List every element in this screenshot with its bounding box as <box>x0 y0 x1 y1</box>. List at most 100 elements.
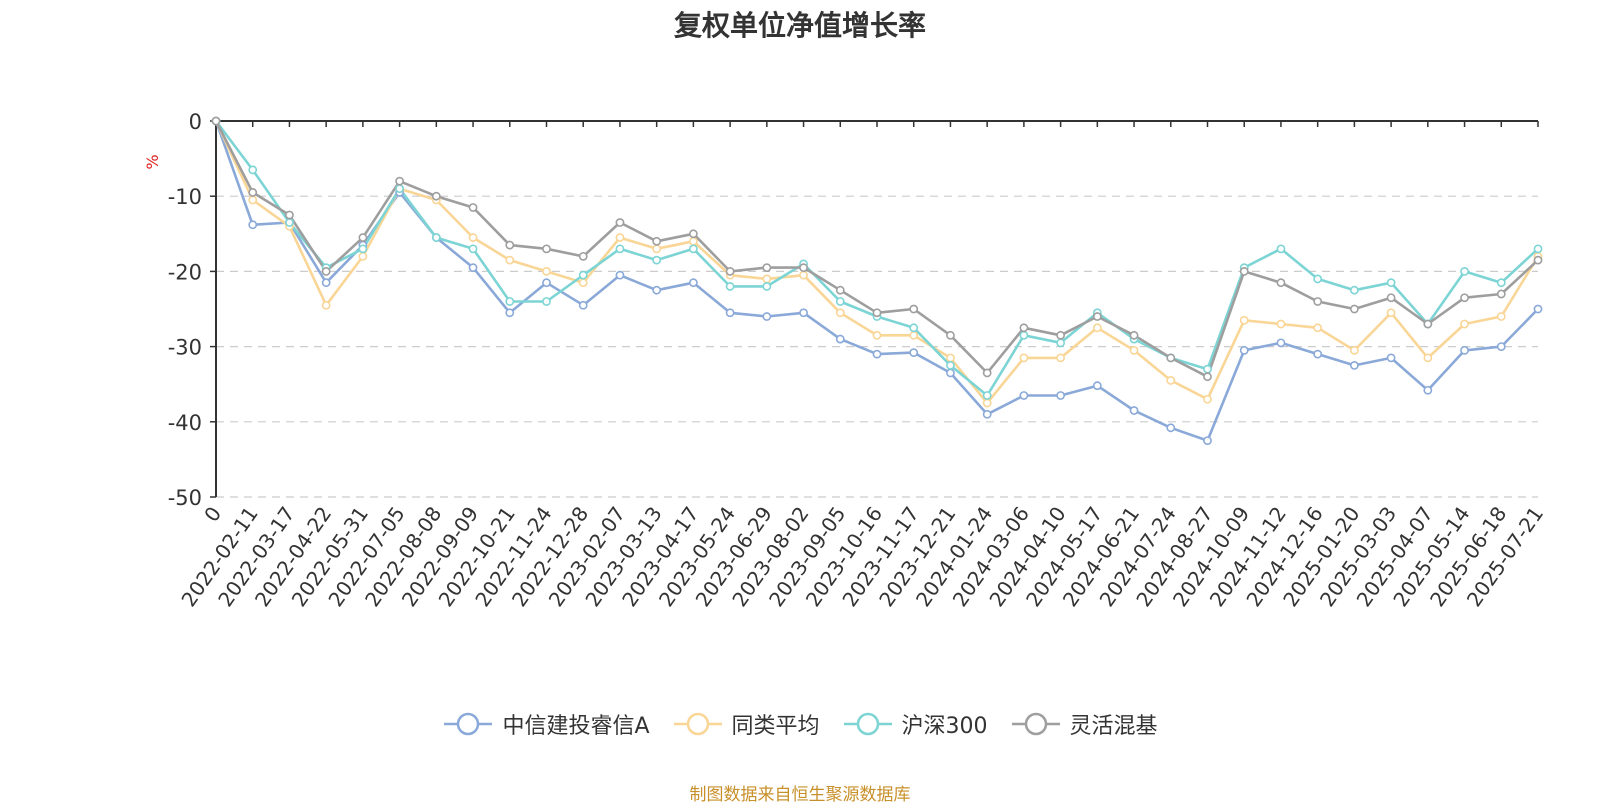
legend-item-3[interactable]: 灵活混基 <box>1010 708 1158 740</box>
legend-item-2[interactable]: 沪深300 <box>842 708 988 740</box>
data-point <box>1019 330 1029 340</box>
data-point <box>1313 274 1323 284</box>
data-point <box>1203 364 1212 374</box>
data-point <box>762 282 772 291</box>
legend-item-0[interactable]: 中信建投睿信A <box>442 708 650 740</box>
data-point <box>1239 266 1249 276</box>
data-point <box>1239 345 1249 355</box>
data-point <box>835 285 845 295</box>
data-point <box>1166 353 1176 363</box>
data-point <box>1056 330 1066 340</box>
data-point <box>505 297 515 306</box>
data-point <box>762 312 772 321</box>
data-point <box>872 308 882 318</box>
data-point <box>1349 304 1359 314</box>
data-point <box>872 330 882 340</box>
data-point <box>505 255 515 265</box>
data-point <box>909 304 919 314</box>
legend-label: 灵活混基 <box>1069 714 1158 739</box>
legend-circle <box>457 712 480 736</box>
data-point <box>688 229 698 239</box>
data-point <box>542 266 551 276</box>
data-point <box>1092 381 1102 391</box>
data-point <box>1313 323 1323 333</box>
data-point <box>1276 338 1286 348</box>
data-point <box>652 244 662 254</box>
source-note: 制图数据来自恒生聚源数据库 <box>689 785 911 805</box>
data-point <box>615 270 625 280</box>
y-tick-label: 0 <box>189 110 202 134</box>
data-point <box>762 263 772 273</box>
series-line-0 <box>214 120 1539 442</box>
line-chart: 0-10-20-30-40-50%02022-02-112022-03-1720… <box>143 110 1548 611</box>
data-point <box>248 188 258 197</box>
legend-item-1[interactable]: 同类平均 <box>672 708 820 740</box>
legend-label: 同类平均 <box>731 714 820 739</box>
data-point <box>909 348 919 358</box>
y-tick-label: -10 <box>168 185 202 209</box>
y-tick-label: -40 <box>168 411 202 435</box>
data-point <box>1386 308 1396 318</box>
data-point <box>505 240 515 250</box>
data-point <box>542 278 551 288</box>
data-point <box>1056 338 1066 348</box>
data-point <box>1092 312 1102 321</box>
data-point <box>1349 360 1359 370</box>
data-point <box>1386 278 1396 288</box>
data-point <box>652 236 662 246</box>
data-point <box>1056 353 1066 363</box>
data-point <box>578 270 588 280</box>
data-point <box>1313 297 1323 306</box>
data-point <box>505 308 515 318</box>
data-point <box>946 330 955 340</box>
data-point <box>468 203 478 212</box>
data-point <box>799 263 808 273</box>
legend-label: 中信建投睿信A <box>502 714 650 739</box>
data-point <box>431 191 441 201</box>
data-point <box>762 274 772 284</box>
data-point <box>1203 372 1212 382</box>
data-point <box>542 244 551 254</box>
legend-circle <box>1024 712 1047 736</box>
data-point <box>1276 319 1286 329</box>
data-point <box>248 195 258 205</box>
data-point <box>1129 345 1139 355</box>
data-point <box>688 236 698 246</box>
data-point <box>1533 304 1543 314</box>
legend-marker-icon <box>843 712 892 736</box>
data-point <box>1019 353 1029 363</box>
data-point <box>358 244 368 254</box>
data-point <box>395 176 405 186</box>
data-point <box>468 233 478 242</box>
data-point <box>211 116 221 126</box>
data-point <box>1349 345 1359 355</box>
data-point <box>1533 255 1543 265</box>
data-point <box>652 285 662 295</box>
data-point <box>725 266 735 276</box>
legend-label: 沪深300 <box>901 714 988 739</box>
data-point <box>1166 423 1176 433</box>
data-point <box>285 218 294 227</box>
grid-lines <box>216 195 1538 498</box>
data-point <box>1349 285 1359 295</box>
data-point <box>1533 244 1543 254</box>
data-point <box>1423 319 1433 329</box>
data-point <box>431 233 441 242</box>
data-point <box>358 251 368 261</box>
data-point <box>1496 342 1506 351</box>
data-point <box>358 233 368 242</box>
data-point <box>909 330 919 340</box>
tick-labels: 0-10-20-30-40-50%02022-02-112022-03-1720… <box>143 110 1548 611</box>
data-point <box>1203 394 1212 404</box>
data-point <box>872 349 882 359</box>
data-point <box>799 308 808 318</box>
data-point <box>688 244 698 254</box>
data-point <box>1496 289 1506 299</box>
data-point <box>688 278 698 288</box>
data-point <box>1276 278 1286 288</box>
data-point <box>1019 323 1029 333</box>
data-point <box>1386 293 1396 303</box>
data-point <box>578 251 588 261</box>
data-point <box>725 282 735 291</box>
data-point <box>578 300 588 310</box>
